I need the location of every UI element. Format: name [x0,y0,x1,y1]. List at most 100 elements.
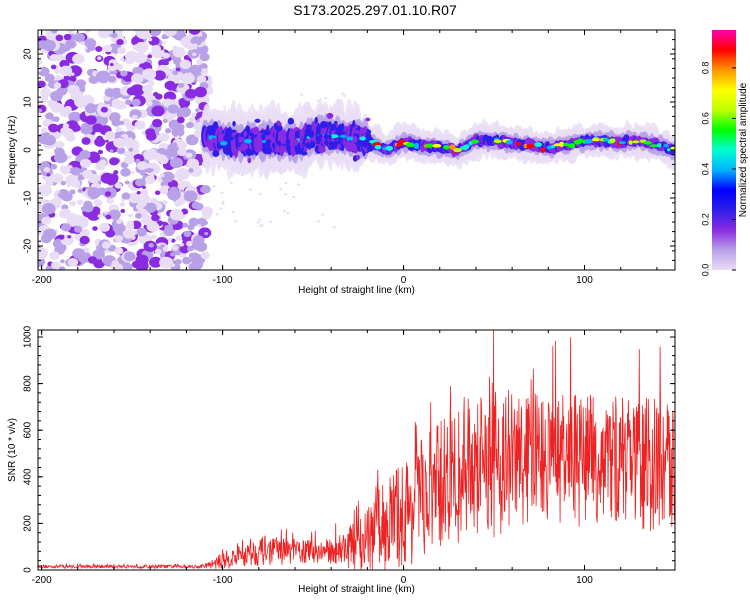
signal-core [365,117,371,122]
noise-blob [200,185,211,194]
noise-blob [164,128,172,134]
noise-blob [142,68,157,81]
noise-blob [118,120,125,126]
colorbar-tick-label: 0.4 [700,163,710,176]
noise-blob [183,230,192,238]
noise-blob [161,171,175,183]
signal-core [299,129,303,135]
noise-blob [152,118,163,128]
noise-blob [179,59,192,70]
noise-blob [167,84,175,91]
x-tick-label: 0 [401,275,407,286]
sparse-dot [258,193,262,196]
noise-blob [175,235,183,241]
signal-core [234,134,239,140]
signal-peak [443,144,450,150]
noise-blob [94,137,106,147]
noise-blob [154,190,161,196]
noise-blob [203,220,208,225]
noise-blob [105,229,116,238]
noise-blob [126,87,137,96]
noise-blob [186,240,194,247]
noise-blob [123,155,135,165]
noise-blob [135,203,144,211]
noise-blob [190,37,198,44]
noise-blob [141,185,146,189]
noise-blob [104,131,116,141]
noise-blob [67,235,72,239]
noise-blob [79,228,90,238]
noise-blob [151,234,157,240]
signal-peak [534,142,542,147]
noise-blob [60,259,65,264]
noise-blob [147,54,153,59]
signal-peak [632,140,640,144]
sparse-dot [292,195,296,199]
noise-blob [201,206,213,217]
signal-peak [374,145,382,150]
noise-blob [45,32,54,40]
signal-peak [592,137,600,142]
noise-blob [101,241,111,249]
signal-core [328,133,332,140]
sparse-dot [221,200,225,204]
noise-blob [43,228,57,240]
noise-blob [148,243,154,248]
sparse-dot [296,183,300,186]
noise-blob [104,88,115,97]
signal-peak [346,136,355,141]
sparse-dot [260,224,264,227]
noise-blob [120,167,131,177]
signal-core [287,117,295,125]
signal-core [283,145,287,151]
noise-blob [46,173,51,177]
noise-blob [128,213,133,218]
noise-blob [115,63,124,71]
y-tick-label: 800 [23,375,34,392]
noise-blob [95,45,103,53]
noise-blob [134,41,149,54]
noise-blob [84,30,92,33]
noise-blob [188,252,196,259]
signal-core [254,118,261,123]
noise-blob [163,30,178,37]
sparse-dot [284,181,288,185]
signal-core [332,143,337,148]
signal-peak [584,139,594,144]
noise-blob [128,147,134,152]
signal-core [354,129,360,135]
noise-blob [159,173,165,178]
noise-blob [187,224,195,231]
noise-blob [120,130,125,135]
sparse-dot [286,211,290,215]
y-tick-label: -10 [23,190,34,205]
signal-core [223,134,229,141]
noise-blob [54,68,61,74]
noise-blob [76,199,84,205]
signal-peak [563,142,569,147]
noise-blob [92,123,104,133]
noise-blob [167,188,181,201]
noise-blob [200,68,209,75]
sparse-dot [229,181,233,184]
signal-core [256,132,263,141]
signal-peak [359,136,367,141]
noise-blob [84,103,98,114]
noise-blob [50,64,57,70]
noise-blob [153,70,166,81]
noise-blob [169,252,176,257]
noise-blob [186,158,200,169]
noise-blob [175,168,190,181]
noise-blob [123,251,136,262]
noise-blob [103,44,113,53]
noise-blob [140,188,149,196]
noise-blob [87,187,101,199]
noise-blob [142,84,154,94]
signal-core [212,150,220,158]
colorbar-tick-label: 0.0 [700,264,710,277]
noise-blob [188,262,197,270]
y-tick-label: 600 [23,421,34,438]
noise-blob [98,30,110,39]
signal-peak [666,148,672,152]
